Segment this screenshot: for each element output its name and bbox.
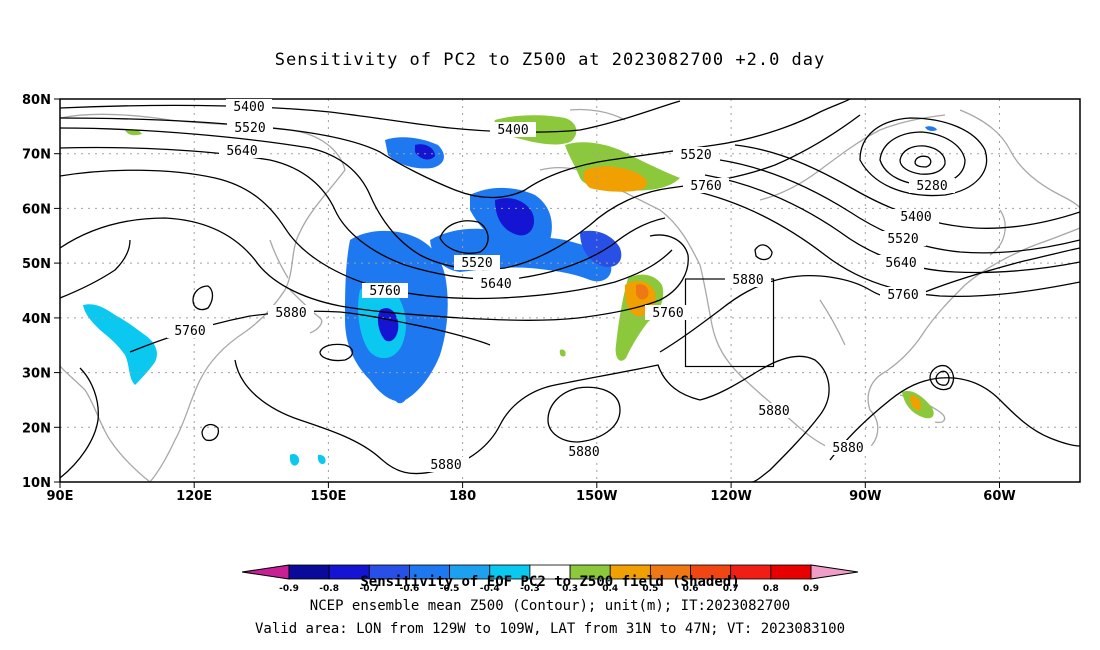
svg-text:5400: 5400 bbox=[497, 123, 528, 138]
contour-label: 5880 bbox=[825, 440, 871, 456]
lon-label: 180 bbox=[449, 489, 476, 504]
contour-label: 5760 bbox=[645, 305, 691, 321]
colorbar-label: 0.4 bbox=[602, 584, 618, 594]
colorbar-label: 0.7 bbox=[723, 584, 739, 594]
map-title: Sensitivity of PC2 to Z500 at 2023082700… bbox=[274, 50, 826, 70]
svg-text:5880: 5880 bbox=[732, 273, 763, 288]
caption-contour: NCEP ensemble mean Z500 (Contour); unit(… bbox=[309, 598, 791, 614]
svg-text:5880: 5880 bbox=[832, 441, 863, 456]
contour-label: 5880 bbox=[561, 444, 607, 460]
svg-text:5880: 5880 bbox=[568, 445, 599, 460]
contour-label: 5400 bbox=[226, 99, 272, 115]
colorbar-label: -0.5 bbox=[440, 584, 460, 594]
lon-label: 60W bbox=[983, 489, 1015, 504]
svg-text:5760: 5760 bbox=[690, 179, 721, 194]
colorbar-label: -0.9 bbox=[279, 584, 299, 594]
lat-label: 50N bbox=[22, 257, 51, 272]
contour-label: 5880 bbox=[268, 305, 314, 321]
contour-label: 5520 bbox=[673, 147, 719, 163]
lat-label: 20N bbox=[22, 421, 51, 436]
lon-axis: 90E 120E 150E 180 150W 120W 90W 60W bbox=[47, 482, 1016, 504]
colorbar-label: -0.6 bbox=[400, 584, 420, 594]
contour-label: 5400 bbox=[893, 209, 939, 225]
contour-label: 5880 bbox=[725, 272, 771, 288]
svg-text:5640: 5640 bbox=[226, 144, 257, 159]
colorbar-label: 0.3 bbox=[562, 584, 578, 594]
svg-text:5400: 5400 bbox=[233, 100, 264, 115]
colorbar-label: 0.9 bbox=[803, 584, 819, 594]
svg-text:5520: 5520 bbox=[680, 148, 711, 163]
contour-label: 5520 bbox=[227, 120, 273, 136]
svg-text:5880: 5880 bbox=[275, 306, 306, 321]
contour-label: 5880 bbox=[751, 403, 797, 419]
lat-label: 40N bbox=[22, 312, 51, 327]
lat-axis: 80N 70N 60N 50N 40N 30N 20N 10N bbox=[22, 93, 60, 491]
caption-shading: Sensitivity of EOF PC2 to Z500 field (Sh… bbox=[360, 574, 740, 590]
contour-label: 5400 bbox=[490, 122, 536, 138]
svg-text:5400: 5400 bbox=[900, 210, 931, 225]
svg-text:5640: 5640 bbox=[885, 256, 916, 271]
svg-text:5520: 5520 bbox=[887, 232, 918, 247]
caption-valid-area: Valid area: LON from 129W to 109W, LAT f… bbox=[254, 621, 845, 637]
lat-label: 10N bbox=[22, 476, 51, 491]
contour-label: 5880 bbox=[423, 457, 469, 473]
contour-label: 5280 bbox=[909, 178, 955, 194]
lat-label: 60N bbox=[22, 202, 51, 217]
colorbar-label: 0.5 bbox=[642, 584, 658, 594]
lon-label: 150E bbox=[310, 489, 346, 504]
svg-text:5880: 5880 bbox=[430, 458, 461, 473]
lon-label: 150W bbox=[576, 489, 617, 504]
colorbar-label: -0.8 bbox=[319, 584, 339, 594]
contour-label: 5760 bbox=[683, 178, 729, 194]
contour-label: 5760 bbox=[167, 323, 213, 339]
lon-label: 90E bbox=[47, 489, 74, 504]
contour-label: 5640 bbox=[878, 255, 924, 271]
plot-frame bbox=[59, 98, 1081, 483]
svg-text:5760: 5760 bbox=[369, 284, 400, 299]
contour-label: 5520 bbox=[880, 231, 926, 247]
contour-label: 5760 bbox=[880, 287, 926, 303]
contour-label: 5640 bbox=[219, 143, 265, 159]
svg-text:5520: 5520 bbox=[234, 121, 265, 136]
lat-label: 70N bbox=[22, 148, 51, 163]
lon-label: 90W bbox=[849, 489, 881, 504]
lon-label: 120W bbox=[710, 489, 751, 504]
svg-text:5640: 5640 bbox=[480, 277, 511, 292]
colorbar-label: 0.8 bbox=[763, 584, 779, 594]
svg-text:5880: 5880 bbox=[758, 404, 789, 419]
lat-label: 30N bbox=[22, 367, 51, 382]
colorbar-label: -0.7 bbox=[359, 584, 379, 594]
lat-label: 80N bbox=[22, 93, 51, 108]
contour-labels: 5400 5520 5640 5400 5520 5760 5280 5400 … bbox=[167, 99, 955, 473]
colorbar-label: -0.4 bbox=[480, 584, 500, 594]
svg-text:5760: 5760 bbox=[652, 306, 683, 321]
svg-text:5280: 5280 bbox=[916, 179, 947, 194]
svg-text:5520: 5520 bbox=[461, 256, 492, 271]
contour-label: 5760 bbox=[362, 283, 408, 299]
svg-text:5760: 5760 bbox=[174, 324, 205, 339]
colorbar-label: -0.3 bbox=[520, 584, 540, 594]
valid-area-box bbox=[684, 278, 775, 368]
contour-label: 5640 bbox=[473, 276, 519, 292]
color-bar: -0.9 -0.8 -0.7 -0.6 -0.5 -0.4 -0.3 0.3 0.4 0.5 0.6… bbox=[241, 564, 859, 594]
colorbar-label: 0.6 bbox=[683, 584, 699, 594]
colorbar-cell bbox=[770, 564, 812, 580]
svg-text:5760: 5760 bbox=[887, 288, 918, 303]
lon-label: 120E bbox=[176, 489, 212, 504]
contour-label: 5520 bbox=[454, 255, 500, 271]
